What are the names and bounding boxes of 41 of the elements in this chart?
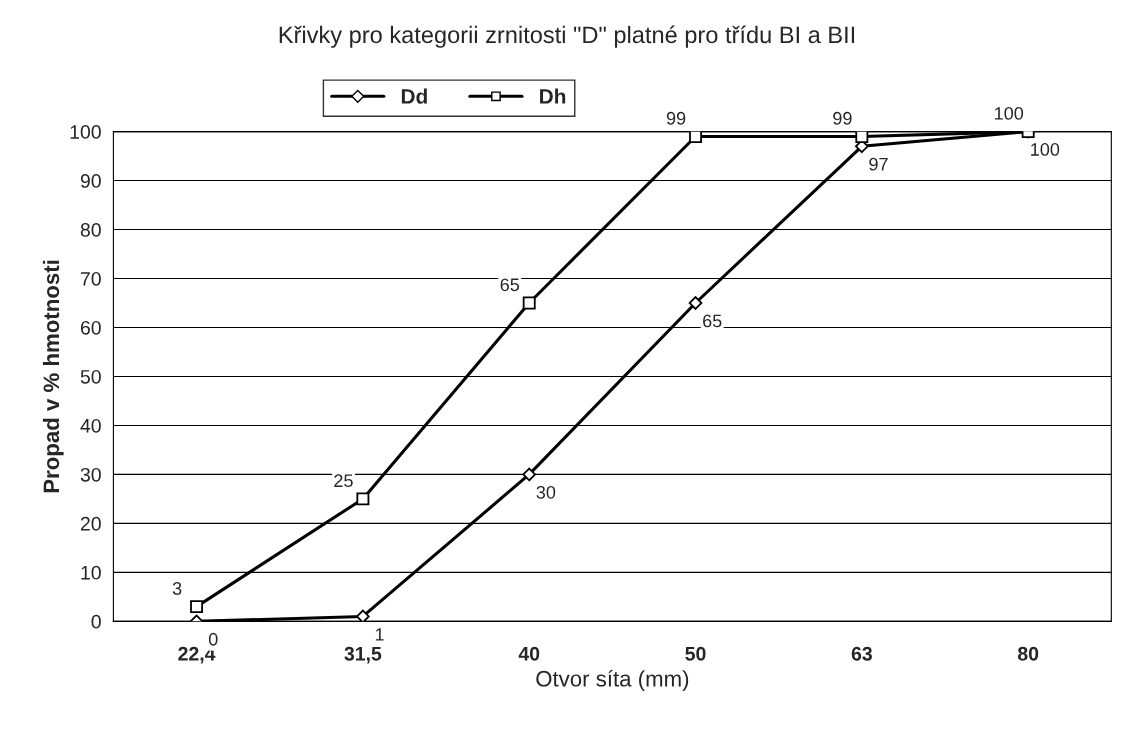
- y-axis-title: Propad v % hmotnosti: [42, 260, 64, 493]
- data-label: 1: [375, 628, 384, 641]
- data-label: 97: [869, 157, 888, 171]
- point: [522, 296, 536, 310]
- y-tick-label: 50: [80, 369, 101, 384]
- y-tick-label: 20: [80, 516, 101, 531]
- x-tick-label: 80: [1017, 646, 1039, 661]
- point: [689, 131, 702, 143]
- y-tick-label: 60: [80, 320, 101, 335]
- data-label: 65: [703, 314, 722, 328]
- data-label: 99: [666, 111, 686, 125]
- x-tick-label: 63: [851, 646, 872, 661]
- x-tick-label: 31,5: [344, 646, 382, 664]
- legend-label: Dh: [540, 88, 566, 104]
- y-tick-label: 0: [91, 614, 101, 629]
- x-axis-title: Otvor síta (mm): [536, 670, 689, 691]
- data-label: 100: [1031, 143, 1060, 156]
- y-tick-label: 100: [70, 125, 101, 139]
- point: [190, 600, 204, 614]
- data-label: 0: [208, 632, 218, 646]
- data-label: 3: [172, 582, 182, 595]
- point: [356, 492, 370, 506]
- data-label: 100: [995, 106, 1024, 120]
- y-tick-label: 80: [80, 223, 101, 237]
- point: [522, 467, 536, 482]
- x-tick-label: 50: [685, 646, 706, 661]
- point: [356, 609, 370, 622]
- data-label: 25: [334, 474, 353, 488]
- y-tick-label: 70: [80, 271, 101, 286]
- data-label: 99: [833, 111, 852, 125]
- x-tick-label: 40: [518, 646, 540, 661]
- data-label: 65: [500, 278, 520, 292]
- point: [688, 296, 703, 310]
- legend-label: Dd: [401, 88, 427, 104]
- y-tick-label: 90: [80, 174, 101, 188]
- point: [855, 131, 869, 143]
- data-label: 30: [536, 485, 556, 499]
- y-tick-label: 30: [80, 467, 101, 482]
- chart-title: Křivky pro kategorii zrnitosti "D" platné pro třídu BI a BII: [279, 25, 855, 48]
- y-tick-label: 40: [80, 418, 101, 433]
- y-tick-label: 10: [81, 565, 101, 580]
